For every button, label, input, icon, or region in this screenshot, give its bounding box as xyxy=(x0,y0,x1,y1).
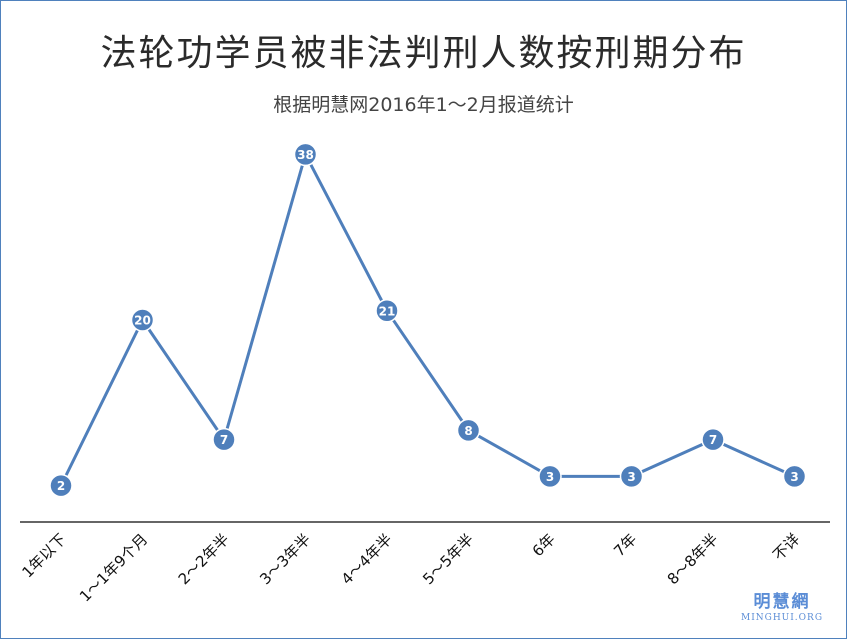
data-point-marker xyxy=(456,418,481,443)
data-label: 7 xyxy=(709,433,717,447)
series-line xyxy=(59,152,796,487)
data-label: 8 xyxy=(464,424,472,438)
x-tick-labels: 1年以下 1～1年9个月 2～2年半 3～3年半 4～4年半 5～5年半 6年 7年 8～8年半… xyxy=(19,530,804,605)
data-point-marker xyxy=(701,427,725,452)
data-points: 2 20 7 38 21 8 3 3 7 3 xyxy=(49,142,807,498)
x-tick-label: 1年以下 xyxy=(19,530,70,581)
data-label: 7 xyxy=(220,433,228,447)
data-label: 38 xyxy=(297,148,314,162)
x-tick-label: 1～1年9个月 xyxy=(76,530,151,605)
x-tick-label: 5～5年半 xyxy=(419,530,477,588)
data-label: 3 xyxy=(790,470,798,484)
x-tick-label: 6年 xyxy=(529,530,559,560)
data-point-marker xyxy=(619,464,644,489)
minghui-logo: 明慧網 MINGHUI.ORG xyxy=(727,592,837,624)
data-point-marker xyxy=(49,473,73,498)
chart-title: 法轮功学员被非法判刑人数按刑期分布 xyxy=(100,33,747,74)
data-point-marker xyxy=(782,464,807,489)
logo-main-text: 明慧網 xyxy=(753,592,811,612)
x-tick-label: 4～4年半 xyxy=(338,530,396,588)
x-tick-label: 7年 xyxy=(610,530,640,560)
data-point-marker xyxy=(130,308,155,332)
x-tick-label: 8～8年半 xyxy=(664,530,722,588)
data-label: 20 xyxy=(134,314,151,328)
data-point-marker xyxy=(293,142,318,167)
data-point-marker xyxy=(375,299,399,323)
data-point-marker xyxy=(212,427,236,452)
chart-subtitle: 根据明慧网2016年1～2月报道统计 xyxy=(273,94,574,116)
data-point-marker xyxy=(538,464,562,489)
x-tick-label: 3～3年半 xyxy=(256,530,314,588)
data-label: 21 xyxy=(379,304,396,318)
x-tick-label: 2～2年半 xyxy=(175,530,233,588)
data-label: 3 xyxy=(627,470,635,484)
data-label: 3 xyxy=(546,470,554,484)
x-tick-label: 不详 xyxy=(769,530,803,564)
logo-sub-text: MINGHUI.ORG xyxy=(740,613,824,623)
data-label: 2 xyxy=(57,479,65,493)
